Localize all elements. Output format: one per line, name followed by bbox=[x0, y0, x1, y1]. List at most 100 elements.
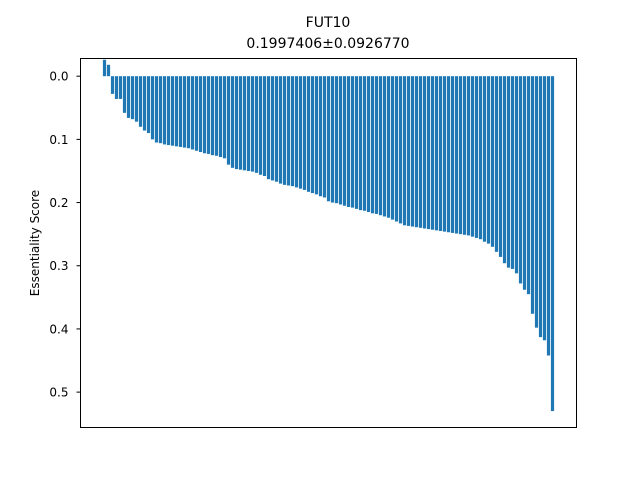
y-tick-label: 0.2 bbox=[49, 196, 68, 210]
bar bbox=[358, 76, 363, 211]
bar bbox=[330, 76, 335, 203]
bar bbox=[406, 76, 411, 226]
bar bbox=[342, 76, 347, 206]
bar bbox=[322, 76, 327, 198]
bar bbox=[446, 76, 451, 233]
bar bbox=[266, 76, 271, 180]
bar bbox=[306, 76, 311, 192]
bar bbox=[318, 76, 323, 197]
bar bbox=[378, 76, 383, 216]
bar bbox=[142, 76, 147, 131]
bar bbox=[210, 76, 215, 156]
bar bbox=[382, 76, 387, 217]
bar bbox=[346, 76, 351, 207]
bar bbox=[154, 76, 159, 143]
bar bbox=[254, 76, 259, 173]
y-tick-label: 0.3 bbox=[49, 259, 68, 273]
bar bbox=[510, 76, 515, 269]
bar bbox=[226, 76, 231, 165]
bar bbox=[114, 76, 119, 99]
bar bbox=[414, 76, 419, 228]
bar bbox=[410, 76, 415, 227]
bar bbox=[402, 76, 407, 226]
bar bbox=[426, 76, 431, 230]
bar bbox=[278, 76, 283, 184]
bar bbox=[526, 76, 531, 295]
bar bbox=[338, 76, 343, 205]
bar bbox=[502, 76, 507, 264]
bar bbox=[162, 76, 167, 145]
bar bbox=[534, 76, 539, 328]
bar bbox=[366, 76, 371, 213]
bar bbox=[190, 76, 195, 150]
bar bbox=[486, 76, 491, 244]
bar bbox=[422, 76, 427, 229]
bars-group bbox=[102, 59, 555, 412]
bar bbox=[234, 76, 239, 170]
bar bbox=[158, 76, 163, 144]
bar bbox=[174, 76, 179, 147]
bar bbox=[442, 76, 447, 232]
bar bbox=[194, 76, 199, 151]
bar bbox=[522, 76, 527, 290]
bar bbox=[386, 76, 391, 218]
bar bbox=[454, 76, 459, 234]
bar bbox=[134, 76, 139, 122]
bar bbox=[238, 76, 243, 170]
bar bbox=[206, 76, 211, 154]
bar bbox=[150, 76, 155, 140]
bar bbox=[274, 76, 279, 182]
bar bbox=[334, 76, 339, 204]
bar bbox=[354, 76, 359, 209]
bar bbox=[538, 76, 543, 338]
bar bbox=[214, 76, 219, 156]
bar bbox=[110, 76, 115, 94]
bar bbox=[262, 76, 267, 177]
bar bbox=[462, 76, 467, 235]
bar bbox=[394, 76, 399, 222]
bar bbox=[398, 76, 403, 224]
bar bbox=[102, 59, 107, 77]
bar bbox=[518, 76, 523, 284]
bar bbox=[514, 76, 519, 274]
y-axis: 0.0 0.1 0.2 0.3 0.4 0.5 bbox=[49, 70, 81, 400]
bar bbox=[286, 76, 291, 186]
chart-title: FUT10 bbox=[306, 15, 351, 31]
bar bbox=[466, 76, 471, 236]
y-tick-label: 0.5 bbox=[49, 386, 68, 400]
bar bbox=[546, 76, 551, 356]
bar bbox=[198, 76, 203, 153]
bar bbox=[310, 76, 315, 194]
bar bbox=[166, 76, 171, 146]
bar bbox=[222, 76, 227, 159]
bar bbox=[170, 76, 175, 146]
bar bbox=[482, 76, 487, 242]
bar bbox=[506, 76, 511, 268]
bar bbox=[458, 76, 463, 235]
plot-frame bbox=[80, 58, 577, 428]
y-tick-label: 0.1 bbox=[49, 133, 68, 147]
bar bbox=[498, 76, 503, 257]
y-tick-label: 0.0 bbox=[49, 70, 68, 84]
bar bbox=[550, 76, 555, 412]
y-tick-label: 0.4 bbox=[49, 322, 68, 336]
bar bbox=[470, 76, 475, 237]
bar bbox=[490, 76, 495, 247]
bar bbox=[106, 64, 111, 77]
bar bbox=[374, 76, 379, 214]
bar bbox=[314, 76, 319, 195]
bar bbox=[326, 76, 331, 202]
bar bbox=[126, 76, 131, 118]
bar bbox=[478, 76, 483, 240]
bar bbox=[350, 76, 355, 208]
bar bbox=[530, 76, 535, 314]
bar bbox=[250, 76, 255, 172]
bar bbox=[182, 76, 187, 148]
bar bbox=[298, 76, 303, 189]
bar bbox=[294, 76, 299, 188]
bar bbox=[178, 76, 183, 147]
y-axis-label: Essentiality Score bbox=[28, 190, 42, 296]
bar bbox=[130, 76, 135, 120]
bar bbox=[542, 76, 547, 341]
